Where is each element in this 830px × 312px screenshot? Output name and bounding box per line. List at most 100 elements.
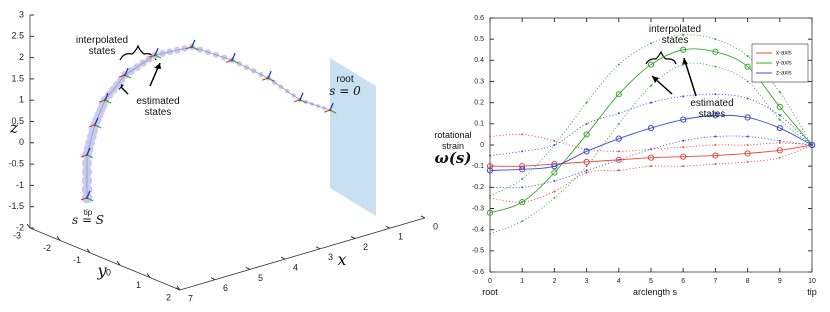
bound-point	[521, 133, 524, 136]
axis-label: z	[9, 118, 19, 137]
legend-label: y-axis	[776, 61, 792, 67]
x-tick-label: 3	[328, 252, 333, 262]
annotation: tip	[83, 208, 93, 217]
bound-line	[489, 144, 813, 203]
bound-point	[714, 93, 717, 96]
estimated-point	[647, 61, 655, 68]
bound-point	[585, 165, 588, 168]
bound-point	[521, 150, 524, 153]
y-tick-label: 0.6	[474, 15, 484, 22]
estimated-point	[712, 112, 719, 119]
x-tick-label: 0	[433, 221, 438, 231]
x-tick-label: 6	[223, 283, 228, 293]
estimated-point	[680, 46, 687, 53]
annotation: root	[336, 74, 354, 85]
annotation: s = 0	[329, 84, 361, 98]
x-tick-label: 8	[746, 278, 750, 285]
bound-point	[746, 135, 749, 138]
estimated-state	[93, 123, 97, 127]
estimated-point	[583, 158, 590, 166]
estimated-state	[230, 58, 234, 62]
z-tick-label: 1	[19, 95, 24, 105]
arrow	[683, 57, 697, 97]
bound-point	[778, 156, 781, 159]
estimated-point	[583, 131, 590, 138]
bound-point	[585, 171, 588, 174]
bound-point	[650, 165, 652, 168]
bound-point	[553, 139, 556, 142]
estimated-state	[123, 73, 127, 77]
x-tick-label: 4	[293, 262, 298, 272]
bound-point	[617, 122, 620, 125]
series-line	[489, 114, 813, 171]
annotation: estimated states	[136, 96, 180, 118]
bound-point	[714, 144, 717, 146]
x-tick	[420, 215, 426, 219]
bound-point	[585, 122, 588, 125]
estimated-point	[808, 141, 816, 149]
y-tick	[116, 260, 121, 266]
estimated-state	[298, 98, 302, 102]
bound-point	[778, 91, 781, 94]
y-tick-label: 2	[166, 292, 171, 302]
estimated-point	[486, 209, 494, 216]
bound-point	[714, 38, 717, 41]
x-tick-label: 4	[617, 278, 621, 285]
bracket	[119, 44, 157, 61]
estimated-point	[776, 103, 783, 111]
arrowhead	[682, 58, 688, 65]
bound-point	[585, 101, 588, 104]
estimated-state	[103, 98, 107, 102]
bound-point	[650, 101, 652, 104]
y-tick-label: 0.2	[474, 100, 484, 107]
y-tick-label: -0.3	[472, 205, 484, 212]
y-tick	[86, 248, 91, 254]
estimated-point	[551, 160, 558, 168]
x-tick-label: 5	[258, 273, 263, 283]
z-tick-label: 3	[19, 9, 24, 19]
y-tick-label: 0.4	[474, 57, 484, 64]
estimated-point	[551, 169, 558, 176]
frame-z	[154, 47, 159, 56]
y-tick-label: 0.5	[474, 36, 484, 43]
bound-point	[682, 165, 685, 168]
estimated-point	[615, 156, 622, 163]
bound-point	[585, 169, 588, 172]
x-tick-label: 3	[585, 278, 589, 285]
frame-z	[124, 67, 129, 76]
z-tick-label: 0	[19, 137, 24, 147]
series-line	[489, 144, 813, 167]
y-tick-label: 0	[106, 268, 111, 278]
estimated-state	[85, 196, 89, 200]
arrowhead	[154, 63, 161, 69]
bound-point	[521, 220, 524, 223]
estimated-point	[744, 114, 751, 121]
estimated-point	[647, 124, 655, 132]
x-tick	[175, 287, 181, 291]
z-tick-label: 2	[19, 52, 24, 62]
estimated-state	[153, 53, 157, 57]
bound-point	[553, 196, 556, 199]
z-tick-label: -0.5	[8, 158, 24, 168]
bound-point	[553, 190, 556, 193]
bound-point	[617, 63, 620, 66]
estimated-state	[266, 76, 270, 80]
bound-point	[682, 95, 685, 98]
axis-label: x	[337, 250, 347, 269]
y-tick-label: -0.1	[472, 163, 484, 170]
curve	[86, 46, 331, 198]
z-tick-label: 2.5	[11, 31, 24, 41]
x-tick-label: 10	[808, 278, 816, 285]
bound-point	[746, 80, 749, 83]
bound-point	[617, 150, 620, 153]
bound-point	[778, 139, 781, 142]
y-tick-label: -0.2	[472, 184, 484, 191]
x-tick	[280, 256, 286, 260]
arrowhead	[652, 76, 659, 83]
bound-point	[778, 114, 781, 117]
bound-point	[746, 97, 749, 100]
estimated-point	[744, 150, 751, 157]
estimated-point	[776, 124, 783, 132]
bound-point	[778, 118, 781, 121]
